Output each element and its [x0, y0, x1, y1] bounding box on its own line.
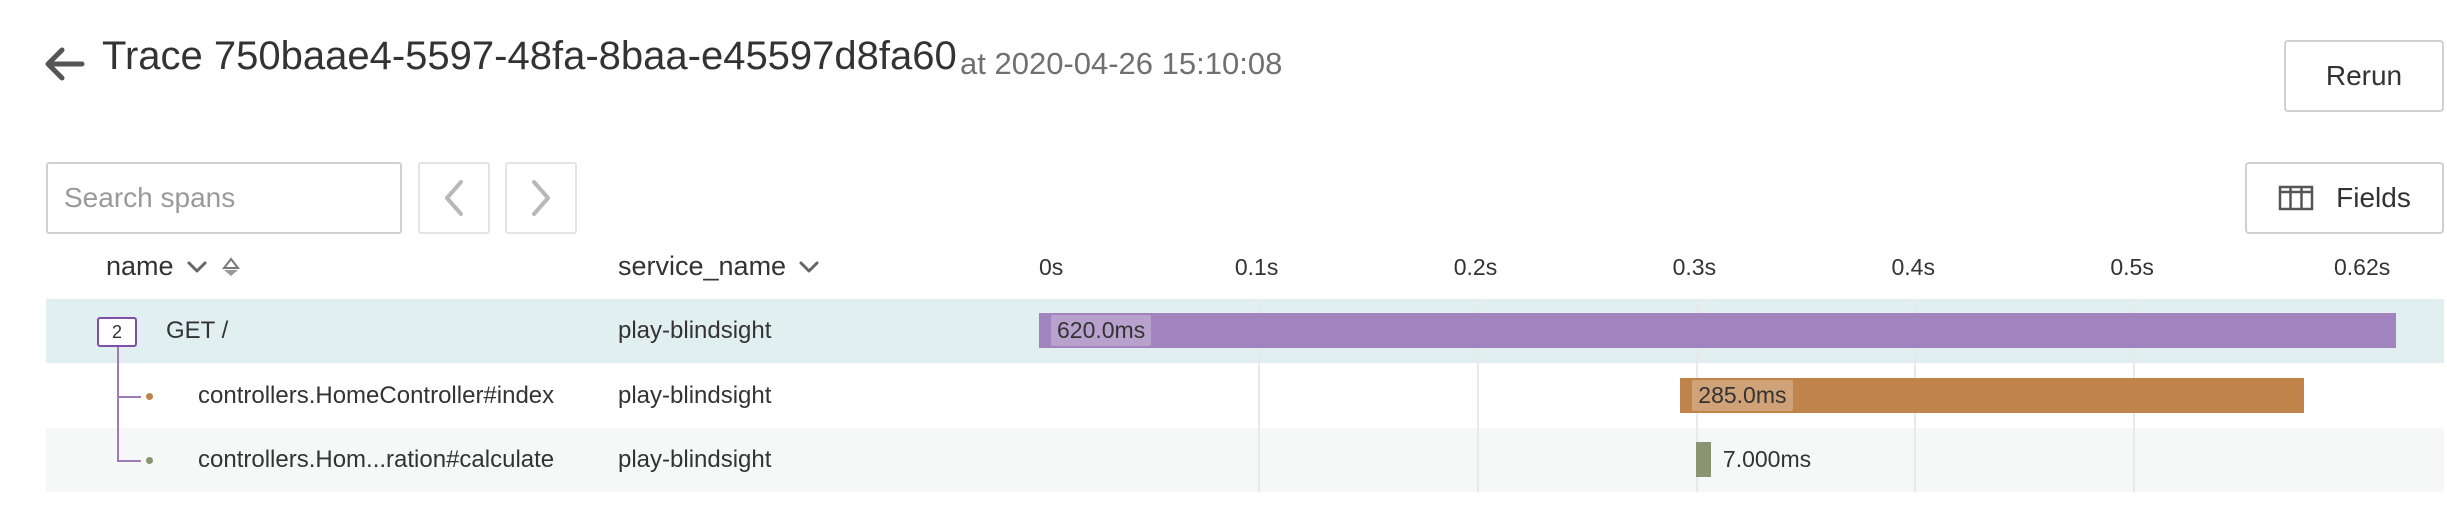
next-match-button[interactable]: [505, 162, 577, 234]
column-header-name[interactable]: name: [106, 251, 242, 282]
chevron-down-icon[interactable]: [798, 260, 820, 274]
search-spans-input[interactable]: [46, 162, 402, 234]
rerun-button-label: Rerun: [2325, 60, 2403, 91]
chevron-left-icon: [445, 180, 463, 216]
fields-button[interactable]: Fields: [2245, 162, 2444, 234]
span-service: play-blindsight: [618, 382, 772, 409]
span-name[interactable]: controllers.Hom...ration#calculate: [198, 446, 555, 473]
span-service: play-blindsight: [618, 317, 772, 344]
tree-connector: [117, 396, 141, 398]
rerun-button[interactable]: Rerun: [2284, 40, 2444, 112]
previous-match-button[interactable]: [418, 162, 490, 234]
timeline-gridline: [1476, 299, 1479, 492]
timeline-gridline: [1257, 299, 1260, 492]
column-header-name-label: name: [106, 251, 174, 281]
trace-timestamp: at 2020-04-26 15:10:08: [960, 46, 1283, 81]
timeline-tick-label: 0.5s: [2110, 254, 2154, 280]
back-arrow-icon[interactable]: [42, 44, 86, 84]
trace-title: Trace 750baae4-5597-48fa-8baa-e45597d8fa…: [102, 34, 957, 78]
chevron-right-icon: [532, 180, 550, 216]
chevron-down-icon[interactable]: [186, 260, 208, 274]
span-bar[interactable]: [1695, 442, 1711, 477]
timeline-tick-label: 0s: [1039, 254, 1064, 280]
span-bar[interactable]: [1039, 313, 2396, 348]
fields-button-label: Fields: [2336, 182, 2411, 213]
span-duration-label: 285.0ms: [1692, 380, 1793, 411]
span-duration-label: 620.0ms: [1051, 315, 1152, 346]
span-name[interactable]: controllers.HomeController#index: [198, 382, 555, 409]
span-duration-label: 7.000ms: [1722, 446, 1812, 472]
sort-icon[interactable]: [220, 256, 242, 278]
timeline-tick-label: 0.4s: [1891, 254, 1935, 280]
span-bar[interactable]: [1680, 378, 2305, 413]
tree-connector: [117, 460, 141, 462]
timeline-tick-label: 0.1s: [1234, 254, 1279, 280]
span-name[interactable]: GET /: [166, 317, 229, 344]
span-dot: [146, 393, 153, 400]
child-count-badge[interactable]: 2: [97, 317, 137, 347]
timeline-tick-label: 0.62s: [2334, 254, 2391, 280]
column-header-service[interactable]: service_name: [618, 251, 820, 282]
columns-icon: [2278, 185, 2314, 211]
timeline-tick-label: 0.3s: [1672, 254, 1717, 280]
timeline-tick-label: 0.2s: [1453, 254, 1498, 280]
span-row[interactable]: [46, 428, 2444, 492]
span-service: play-blindsight: [618, 446, 772, 473]
tree-connector: [117, 347, 119, 460]
column-header-service-label: service_name: [618, 251, 787, 281]
span-dot: [146, 457, 153, 464]
